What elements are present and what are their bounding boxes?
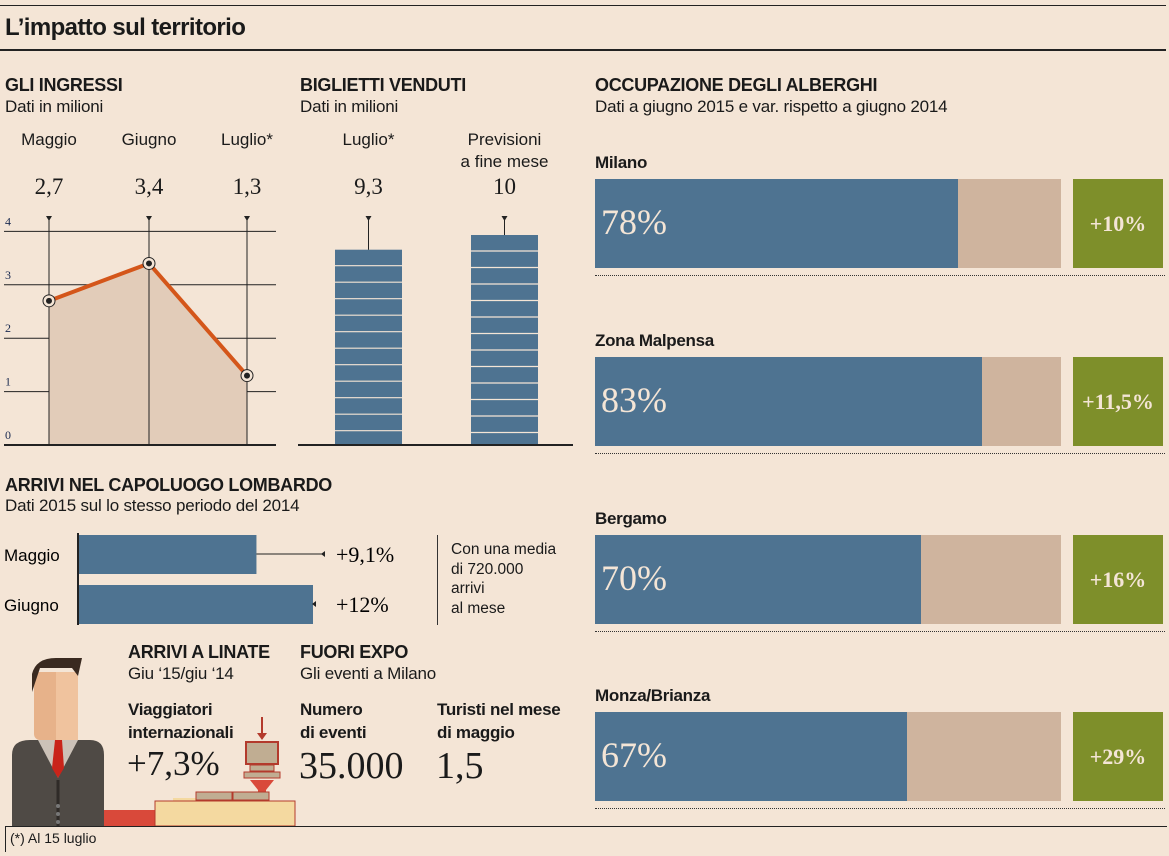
fuori-expo-heading: FUORI EXPO (300, 642, 409, 662)
turisti-value: 1,5 (436, 745, 484, 787)
arrivi-heading: ARRIVI NEL CAPOLUOGO LOMBARDO (5, 475, 332, 495)
value-label: 3,4 (134, 174, 164, 199)
footnote-box (5, 826, 1167, 852)
variation-badge: +29% (1073, 712, 1163, 801)
value-label: 1,3 (232, 174, 262, 199)
y-tick-label: 4 (5, 214, 11, 228)
occupancy-fill (595, 535, 922, 624)
category-label: Giugno (121, 130, 177, 149)
arrivi-note-line: al mese (451, 599, 506, 617)
ingressi-subtitle: Dati in milioni (5, 97, 104, 116)
arrivi-bar-chart: +9,1% Maggio +12% Giugno (4, 533, 394, 625)
category-label: Previsioni (467, 130, 542, 149)
dotted-separator (595, 275, 1165, 276)
dotted-separator (595, 808, 1165, 809)
bar (79, 535, 257, 574)
linate-label: Viaggiatori internazionali (128, 698, 234, 744)
value-label: 10 (493, 174, 516, 199)
pin-marker (244, 216, 250, 221)
y-tick-label: 0 (5, 428, 11, 442)
occupancy-value: 78% (601, 202, 667, 242)
value-label: 2,7 (34, 174, 64, 199)
hotel-name: Zona Malpensa (595, 331, 714, 350)
data-point-center (146, 260, 152, 267)
value-label: 9,3 (354, 174, 383, 199)
pin-marker (365, 216, 372, 221)
turisti-label-line: di maggio (437, 723, 515, 742)
alberghi-heading: OCCUPAZIONE DEGLI ALBERGHI (595, 75, 878, 95)
biglietti-heading: BIGLIETTI VENDUTI (300, 75, 466, 95)
data-point-center (244, 372, 250, 379)
dotted-separator (595, 631, 1165, 632)
linate-label-line: internazionali (128, 723, 234, 742)
eventi-label: Numero di eventi (300, 698, 367, 744)
occupancy-value: 67% (601, 735, 667, 775)
category-label: Giugno (4, 596, 59, 615)
hotel-name: Monza/Brianza (595, 686, 711, 705)
occupancy-fill (595, 179, 959, 268)
arrivi-note-line: arrivi (451, 580, 485, 597)
biglietti-bar-chart (298, 216, 573, 446)
occupancy-bar: 83% (595, 357, 1061, 446)
biglietti-subtitle: Dati in milioni (300, 97, 399, 116)
occupancy-value: 83% (601, 380, 667, 420)
occupancy-value: 70% (601, 558, 667, 598)
value-label: +12% (336, 592, 389, 617)
occupancy-fill (595, 357, 982, 446)
y-tick-label: 2 (5, 321, 11, 335)
bar (471, 235, 538, 445)
turisti-label: Turisti nel mese di maggio (437, 698, 561, 744)
occupancy-bar: 78% (595, 179, 1061, 268)
pin-marker (501, 216, 508, 221)
category-label: Luglio* (342, 130, 395, 149)
value-label: +9,1% (336, 542, 394, 567)
category-label: Maggio (4, 546, 60, 565)
occupancy-bar: 70% (595, 535, 1061, 624)
linate-heading: ARRIVI A LINATE (128, 642, 270, 662)
category-label: Maggio (21, 130, 77, 149)
linate-tower-icon (154, 717, 296, 827)
category-label: a fine mese (460, 152, 549, 171)
pin-marker (46, 216, 52, 221)
eventi-label-line: Numero (300, 700, 363, 719)
arrivi-bracket (437, 535, 438, 625)
occupancy-fill (595, 712, 908, 801)
page-title: L’impatto sul territorio (5, 14, 246, 41)
arrivi-note-line: di 720.000 (451, 560, 524, 578)
dotted-separator (595, 453, 1165, 454)
arrivi-note: Con una media di 720.000 arrivi al mese (451, 540, 556, 618)
arrivi-subtitle: Dati 2015 sul lo stesso periodo del 2014 (5, 496, 300, 515)
linate-label-line: Viaggiatori (128, 700, 213, 719)
variation-badge: +16% (1073, 535, 1163, 624)
bar (335, 249, 402, 445)
fuori-expo-subtitle: Gli eventi a Milano (300, 664, 437, 683)
bar (79, 585, 313, 624)
category-label: Luglio* (221, 130, 273, 149)
arrivi-note-line: Con una media (451, 541, 557, 558)
occupancy-bar: 67% (595, 712, 1061, 801)
top-rule (0, 5, 1166, 6)
area-fill (49, 263, 247, 445)
hotel-name: Bergamo (595, 509, 667, 528)
footnote: (*) Al 15 luglio (10, 830, 97, 846)
y-tick-label: 1 (5, 375, 11, 389)
eventi-value: 35.000 (299, 745, 404, 787)
variation-badge: +11,5% (1073, 357, 1163, 446)
data-point-center (46, 297, 52, 304)
variation-badge: +10% (1073, 179, 1163, 268)
turisti-label-line: Turisti nel mese (437, 700, 561, 719)
pin-marker (146, 216, 152, 221)
eventi-label-line: di eventi (300, 723, 367, 742)
arrow-marker (312, 601, 316, 607)
linate-value: +7,3% (127, 744, 220, 783)
title-rule (0, 49, 1166, 51)
ingressi-heading: GLI INGRESSI (5, 75, 123, 95)
alberghi-subtitle: Dati a giugno 2015 e var. rispetto a giu… (595, 97, 948, 116)
linate-subtitle: Giu ‘15/giu ‘14 (128, 664, 234, 683)
arrow-marker (321, 551, 325, 557)
hotel-name: Milano (595, 153, 648, 172)
y-tick-label: 3 (5, 268, 11, 282)
ingressi-line-chart: 0 1 2 3 4 (4, 214, 276, 446)
